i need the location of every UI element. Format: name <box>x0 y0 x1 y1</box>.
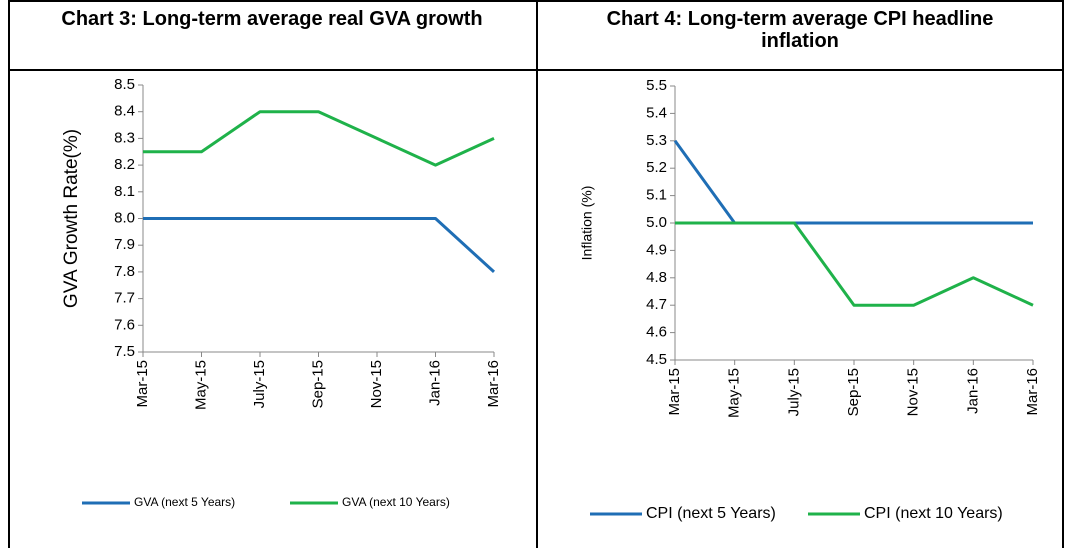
line-series <box>143 217 496 274</box>
legend-label: CPI (next 5 Years) <box>646 505 776 522</box>
y-tick-label: 8.2 <box>114 156 135 173</box>
y-tick-label: 7.6 <box>114 316 135 333</box>
y-tick-label: 4.6 <box>646 324 667 341</box>
x-tick-label: May-15 <box>726 368 743 418</box>
y-tick-label: 5.0 <box>646 214 667 231</box>
x-tick-label: July-15 <box>251 360 268 408</box>
legend-label: CPI (next 10 Years) <box>864 505 1003 522</box>
y-tick-label: 8.1 <box>114 183 135 200</box>
y-tick-label: 4.5 <box>646 351 667 368</box>
y-tick-label: 5.1 <box>646 187 667 204</box>
y-tick-label: 8.0 <box>114 209 135 226</box>
chart-title: Chart 3: Long-term average real GVA grow… <box>61 8 483 30</box>
y-tick-label: 8.5 <box>114 76 135 93</box>
y-tick-label: 7.7 <box>114 290 135 307</box>
y-tick-label: 8.4 <box>114 103 135 120</box>
y-tick-label: 5.2 <box>646 159 667 176</box>
y-tick-label: 7.8 <box>114 263 135 280</box>
table-border <box>8 0 10 548</box>
x-tick-label: Jan-16 <box>426 360 443 406</box>
y-axis-title: GVA Growth Rate(%) <box>61 129 82 308</box>
y-tick-label: 5.4 <box>646 104 667 121</box>
y-tick-label: 4.7 <box>646 296 667 313</box>
y-tick-label: 7.9 <box>114 236 135 253</box>
table-border <box>8 69 1064 71</box>
x-tick-label: May-15 <box>192 360 209 410</box>
table-border <box>8 0 1064 2</box>
x-tick-label: Nov-15 <box>905 368 922 416</box>
y-tick-label: 4.8 <box>646 269 667 286</box>
x-tick-label: Mar-16 <box>1024 368 1041 416</box>
line-series <box>673 139 1033 225</box>
x-tick-label: Mar-15 <box>666 368 683 416</box>
chart-title: Chart 4: Long-term average CPI headline … <box>606 8 994 52</box>
legend-label: GVA (next 10 Years) <box>342 495 450 509</box>
x-tick-label: Sep-15 <box>845 368 862 416</box>
x-tick-label: Sep-15 <box>309 360 326 408</box>
x-tick-label: Nov-15 <box>368 360 385 408</box>
table-border <box>1062 0 1064 548</box>
y-axis-title: Inflation (%) <box>579 186 595 261</box>
line-series <box>675 221 1034 307</box>
y-tick-label: 4.9 <box>646 241 667 258</box>
y-tick-label: 5.3 <box>646 132 667 149</box>
x-tick-label: July-15 <box>785 368 802 416</box>
y-tick-label: 7.5 <box>114 343 135 360</box>
legend-label: GVA (next 5 Years) <box>134 495 235 509</box>
y-tick-label: 8.3 <box>114 129 135 146</box>
table-border <box>536 0 538 548</box>
x-tick-label: Jan-16 <box>964 368 981 414</box>
x-tick-label: Mar-16 <box>485 360 502 408</box>
x-tick-label: Mar-15 <box>134 360 151 408</box>
y-tick-label: 5.5 <box>646 77 667 94</box>
line-series <box>143 110 495 167</box>
